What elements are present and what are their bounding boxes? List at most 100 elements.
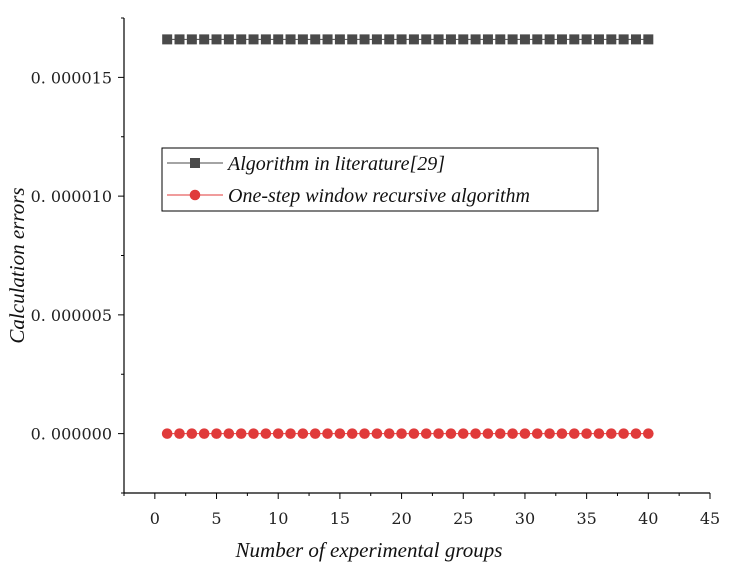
data-point-circle [272, 428, 284, 439]
data-point-circle [507, 428, 518, 439]
data-point-square [186, 34, 197, 45]
data-point-square [458, 34, 469, 45]
data-point-circle [544, 428, 555, 439]
x-axis-title: Number of experimental groups [235, 538, 503, 562]
data-point-circle [322, 428, 333, 439]
data-point-circle [297, 428, 309, 439]
data-point-circle [174, 428, 185, 439]
data-point-square [606, 34, 617, 45]
data-point-circle [260, 428, 272, 439]
data-point-circle [248, 428, 259, 439]
data-point-circle [371, 428, 383, 439]
data-point-square [359, 34, 370, 45]
y-tick-label: 0. 000015 [31, 68, 112, 87]
data-point-circle [470, 428, 481, 439]
data-point-circle [359, 428, 370, 439]
data-point-square [322, 34, 333, 45]
data-point-square [569, 34, 580, 45]
data-point-square [507, 34, 518, 45]
x-tick-label: 40 [638, 509, 658, 528]
data-point-square [421, 34, 432, 45]
data-point-circle [568, 428, 580, 439]
data-point-square [396, 34, 407, 45]
data-point-circle [211, 428, 222, 439]
data-point-square [162, 34, 173, 45]
y-tick-label: 0. 000005 [31, 306, 112, 325]
data-point-square [630, 34, 641, 45]
y-axis-title: Calculation errors [5, 187, 29, 343]
data-point-square [371, 34, 382, 45]
data-point-circle [235, 428, 247, 439]
data-point-circle [482, 428, 494, 439]
data-point-circle [383, 428, 395, 439]
series-layer [161, 34, 654, 439]
x-tick-label: 15 [330, 509, 350, 528]
x-tick-label: 25 [453, 509, 473, 528]
data-point-square [285, 34, 296, 45]
data-point-circle [198, 428, 210, 439]
data-point-circle [285, 428, 296, 439]
data-point-square [544, 34, 555, 45]
data-point-square [581, 34, 592, 45]
data-point-square [347, 34, 358, 45]
data-point-circle [420, 428, 432, 439]
data-point-circle [433, 428, 444, 439]
legend-box [161, 147, 599, 212]
data-point-circle [556, 428, 568, 439]
data-point-square [211, 34, 222, 45]
legend: Algorithm in literature[29] One-step wind… [161, 147, 599, 212]
data-point-square [495, 34, 506, 45]
x-tick-label: 35 [576, 509, 596, 528]
data-point-circle [445, 428, 457, 439]
data-point-circle [494, 428, 506, 439]
data-point-square [532, 34, 543, 45]
data-point-square [618, 34, 629, 45]
y-tick-label: 0. 000000 [31, 425, 112, 444]
y-tick-label: 0. 000010 [31, 187, 112, 206]
data-point-circle [309, 428, 321, 439]
legend-marker-circle [189, 189, 201, 201]
data-point-circle [643, 428, 654, 439]
data-point-circle [457, 428, 469, 439]
data-point-circle [606, 428, 617, 439]
data-point-square [273, 34, 284, 45]
data-point-circle [618, 428, 629, 439]
data-point-square [260, 34, 271, 45]
data-point-circle [346, 428, 358, 439]
legend-label: One-step window recursive algorithm [228, 185, 530, 207]
data-point-circle [408, 428, 420, 439]
data-point-square [384, 34, 395, 45]
data-point-square [643, 34, 654, 45]
data-point-circle [531, 428, 543, 439]
data-point-square [593, 34, 604, 45]
data-point-square [248, 34, 259, 45]
data-point-circle [223, 428, 235, 439]
axes: 0 5 10 15 20 25 30 35 40 45 0. 000000 0. 000005 0. 0… [31, 17, 720, 528]
data-point-square [408, 34, 419, 45]
data-point-square [310, 34, 321, 45]
data-point-square [223, 34, 234, 45]
data-point-square [445, 34, 456, 45]
data-point-square [174, 34, 185, 45]
data-point-circle [630, 428, 642, 439]
legend-label: Algorithm in literature[29] [226, 153, 445, 175]
data-point-square [433, 34, 444, 45]
legend-marker-square [190, 158, 200, 168]
data-point-circle [334, 428, 346, 439]
x-tick-label: 0 [150, 509, 160, 528]
data-point-circle [519, 428, 531, 439]
data-point-square [334, 34, 345, 45]
x-tick-label: 45 [700, 509, 720, 528]
data-point-square [556, 34, 567, 45]
data-point-square [236, 34, 247, 45]
x-tick-label: 5 [211, 509, 221, 528]
data-point-circle [396, 428, 407, 439]
data-point-circle [593, 428, 605, 439]
data-point-circle [581, 428, 592, 439]
x-tick-label: 10 [268, 509, 288, 528]
x-tick-label: 30 [515, 509, 535, 528]
data-point-square [482, 34, 493, 45]
data-point-circle [186, 428, 198, 439]
data-point-square [199, 34, 210, 45]
